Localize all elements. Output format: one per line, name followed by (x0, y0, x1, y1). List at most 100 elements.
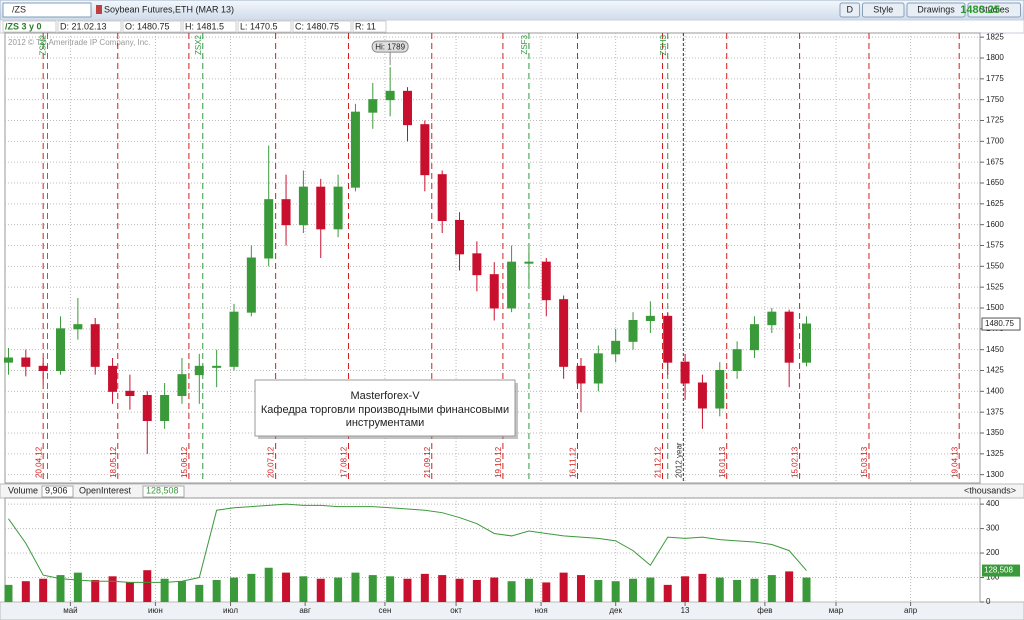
y-tick-label: 1325 (986, 449, 1004, 458)
y-tick-label: 1350 (986, 428, 1004, 437)
volume-bar (282, 572, 291, 602)
event-label: ZSF3 (520, 34, 529, 54)
candle-body (576, 365, 586, 384)
x-tick-label: авг (299, 606, 311, 615)
info-field: H: 1481.5 (185, 21, 224, 31)
volume-bar (733, 579, 742, 602)
volume-bar (108, 576, 117, 602)
toolbar-button[interactable] (839, 2, 860, 18)
candle-body (385, 90, 395, 101)
event-label: 15.03.13 (860, 446, 869, 478)
candle-body (38, 365, 48, 372)
info-field: /ZS 3 y 0 (5, 21, 42, 31)
info-field-box (237, 20, 292, 33)
event-label: 18.01.13 (718, 446, 727, 478)
info-field: O: 1480.75 (125, 21, 170, 31)
candle-body (90, 324, 100, 367)
y-tick-label: 1500 (986, 303, 1004, 312)
x-tick-label: 13 (681, 606, 690, 615)
y-tick-label: 1550 (986, 261, 1004, 270)
event-label: 20.07.12 (267, 446, 276, 478)
event-label: 15.02.13 (791, 446, 800, 478)
candle-body (541, 261, 551, 301)
volume-bar (646, 577, 655, 602)
y-tick-label: 1300 (986, 470, 1004, 479)
price-panel (4, 32, 981, 484)
last-price: 1480.25 (960, 4, 1000, 16)
y-tick-label: 1650 (986, 178, 1004, 187)
y-tick-label: 1400 (986, 386, 1004, 395)
info-field-box (2, 20, 57, 33)
volume-bar (715, 577, 724, 602)
toolbar-button[interactable] (862, 2, 905, 18)
description: Soybean Futures,ETH (MAR 13) (104, 4, 234, 14)
candle-body (767, 311, 777, 326)
volume-bar (507, 581, 516, 602)
toolbar-button-label: Studies (979, 4, 1010, 14)
info-field-box (352, 20, 387, 33)
info-field: R: 11 (355, 21, 376, 31)
y-tick-label: 1375 (986, 407, 1004, 416)
annotation-line: Кафедра торговли производными финансовым… (261, 404, 509, 416)
event-label: 20.04.12 (34, 446, 43, 478)
candle-body (437, 174, 447, 222)
y-tick-label: 1450 (986, 345, 1004, 354)
candle-body (281, 199, 291, 226)
volume-bar (681, 576, 690, 602)
annotation-box (254, 379, 516, 437)
volume-bar (767, 575, 776, 602)
candle-body (177, 374, 187, 396)
info-field-box (292, 20, 352, 33)
x-tick-label: окт (450, 606, 462, 615)
toolbar-button-label: Drawings (917, 4, 955, 14)
last-price-box (981, 317, 1021, 331)
candle-body (316, 186, 326, 230)
symbol-box[interactable] (2, 2, 92, 18)
legend-value: 9,906 (45, 485, 68, 495)
volume-bar (247, 573, 256, 602)
volume-bar (143, 570, 152, 602)
y-tick-label: 400 (986, 499, 1000, 508)
info-field: D: 21.02.13 (60, 21, 107, 31)
volume-bar (56, 575, 65, 602)
volume-bar (264, 567, 273, 602)
candle-body (559, 299, 569, 367)
volume-bar (351, 572, 360, 602)
toolbar-button[interactable] (906, 2, 966, 18)
candle-body (333, 186, 343, 230)
event-label: 17.08.12 (340, 446, 349, 478)
candle-body (697, 382, 707, 409)
volume-bar (629, 578, 638, 602)
volume-bar (663, 584, 672, 602)
y-tick-label: 1625 (986, 199, 1004, 208)
candle-body (264, 199, 274, 259)
oi-last-label: 128,508 (984, 566, 1013, 575)
candle-body (368, 99, 378, 113)
candle-body (350, 111, 360, 188)
volume-bar (386, 576, 395, 602)
candle-body (142, 395, 152, 421)
candle-body (645, 315, 655, 322)
event-label: 15.06.12 (180, 446, 189, 478)
info-field: C: 1480.75 (295, 21, 339, 31)
volume-bar (542, 582, 551, 602)
event-label: ZSH3 (659, 34, 668, 55)
y-tick-label: 100 (986, 573, 1000, 582)
volume-bar (611, 581, 620, 602)
volume-bar (490, 577, 499, 602)
volume-bar (802, 577, 811, 602)
y-tick-label: 1675 (986, 157, 1004, 166)
volume-bar (39, 578, 48, 602)
volume-bar (316, 578, 325, 602)
toolbar-button-label: Style (873, 4, 893, 14)
info-field: L: 1470.5 (240, 21, 278, 31)
toolbar-button[interactable] (967, 2, 1021, 18)
info-field-box (57, 20, 122, 33)
y-tick-label: 200 (986, 548, 1000, 557)
event-label: 19.10.12 (494, 446, 503, 478)
candle-body (194, 365, 204, 376)
candle-body (628, 320, 638, 342)
info-field-box (182, 20, 237, 33)
volume-bar (438, 575, 447, 602)
volume-bar (21, 581, 30, 602)
